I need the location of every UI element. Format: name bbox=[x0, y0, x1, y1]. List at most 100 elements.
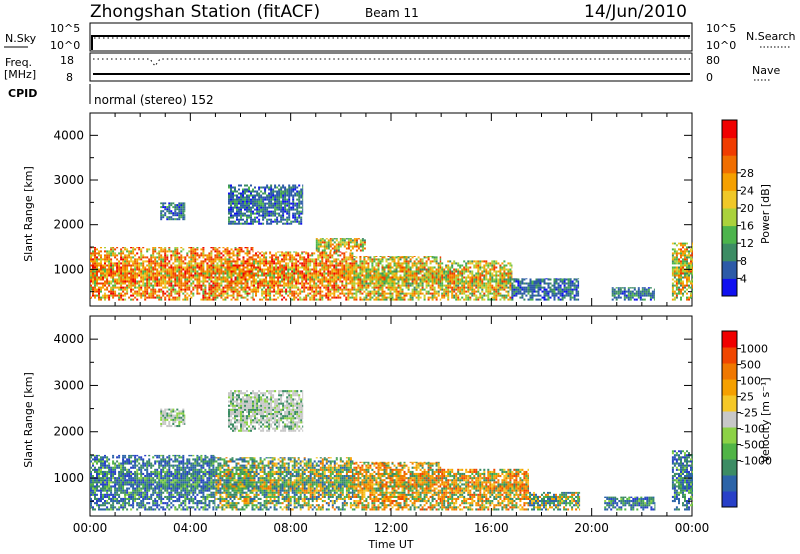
data-cell bbox=[128, 252, 131, 255]
data-cell bbox=[313, 294, 316, 297]
data-cell bbox=[242, 250, 245, 253]
data-cell bbox=[690, 266, 692, 269]
data-cell bbox=[202, 280, 205, 283]
data-cell bbox=[485, 262, 488, 265]
data-cell bbox=[232, 190, 234, 193]
data-cell bbox=[240, 288, 243, 291]
data-cell bbox=[184, 258, 187, 261]
data-cell bbox=[124, 278, 127, 281]
data-cell bbox=[226, 274, 229, 277]
data-cell bbox=[391, 296, 394, 299]
data-cell bbox=[234, 260, 237, 263]
data-cell bbox=[234, 186, 236, 189]
data-cell bbox=[228, 294, 231, 297]
data-cell bbox=[325, 292, 328, 295]
data-cell bbox=[527, 290, 530, 293]
data-cell bbox=[269, 290, 272, 293]
data-cell bbox=[441, 266, 444, 269]
data-cell bbox=[238, 274, 241, 277]
data-cell bbox=[473, 280, 476, 283]
data-cell bbox=[142, 254, 145, 257]
data-cell bbox=[114, 264, 117, 267]
data-cell bbox=[351, 280, 354, 283]
data-cell bbox=[142, 266, 145, 269]
data-cell bbox=[218, 264, 221, 267]
data-cell bbox=[204, 272, 207, 275]
data-cell bbox=[291, 292, 294, 295]
data-cell bbox=[174, 256, 177, 259]
data-cell bbox=[259, 262, 262, 265]
data-cell bbox=[246, 250, 249, 253]
data-cell bbox=[150, 268, 153, 271]
data-cell bbox=[633, 288, 636, 291]
data-cell bbox=[313, 260, 316, 263]
data-cell bbox=[170, 280, 173, 283]
data-cell bbox=[136, 252, 139, 255]
data-cell bbox=[180, 276, 183, 279]
data-cell bbox=[433, 286, 436, 289]
data-cell bbox=[355, 298, 358, 301]
data-cell bbox=[232, 210, 234, 213]
data-cell bbox=[273, 294, 276, 297]
data-cell bbox=[140, 278, 143, 281]
data-cell bbox=[212, 294, 215, 297]
data-cell bbox=[373, 272, 376, 275]
data-cell bbox=[675, 292, 678, 295]
data-cell bbox=[319, 274, 322, 277]
data-cell bbox=[108, 296, 111, 299]
data-cell bbox=[391, 280, 394, 283]
data-cell bbox=[309, 292, 312, 295]
data-cell bbox=[491, 286, 494, 289]
data-cell bbox=[483, 278, 486, 281]
data-cell bbox=[224, 270, 227, 273]
data-cell bbox=[242, 278, 245, 281]
data-cell bbox=[279, 270, 282, 273]
data-cell bbox=[567, 278, 570, 280]
data-cell bbox=[363, 282, 366, 285]
data-cell bbox=[178, 206, 181, 209]
data-cell bbox=[257, 260, 260, 263]
data-cell bbox=[471, 270, 474, 273]
data-cell bbox=[230, 256, 233, 259]
data-cell bbox=[291, 256, 294, 259]
data-cell bbox=[142, 262, 145, 265]
data-cell bbox=[623, 292, 626, 295]
data-cell bbox=[188, 280, 191, 283]
data-cell bbox=[283, 256, 286, 259]
data-cell bbox=[349, 239, 352, 242]
data-cell bbox=[369, 272, 372, 275]
data-cell bbox=[152, 252, 155, 255]
data-cell bbox=[246, 247, 249, 249]
data-cell bbox=[90, 280, 92, 283]
data-cell bbox=[156, 268, 159, 271]
data-cell bbox=[671, 248, 674, 251]
data-cell bbox=[331, 238, 334, 240]
data-cell bbox=[357, 282, 360, 285]
data-cell bbox=[453, 274, 456, 277]
data-cell bbox=[128, 254, 131, 257]
data-cell bbox=[259, 266, 262, 269]
data-cell bbox=[361, 292, 364, 295]
data-cell bbox=[178, 210, 181, 213]
data-cell bbox=[391, 258, 394, 261]
data-cell bbox=[565, 292, 568, 295]
data-cell bbox=[208, 286, 211, 289]
data-cell bbox=[311, 284, 314, 287]
data-cell bbox=[126, 254, 129, 257]
data-cell bbox=[279, 272, 282, 275]
data-cell bbox=[385, 298, 388, 301]
data-cell bbox=[515, 286, 518, 289]
data-cell bbox=[186, 296, 189, 299]
data-cell bbox=[196, 274, 199, 277]
data-cell bbox=[279, 262, 282, 265]
data-cell bbox=[347, 264, 350, 267]
data-cell bbox=[495, 266, 498, 269]
data-cell bbox=[467, 282, 470, 285]
data-cell bbox=[178, 260, 181, 263]
data-cell bbox=[457, 276, 460, 279]
data-cell bbox=[445, 274, 448, 277]
data-cell bbox=[283, 296, 286, 299]
data-cell bbox=[333, 278, 336, 281]
data-cell bbox=[359, 266, 362, 269]
data-cell bbox=[325, 241, 328, 244]
